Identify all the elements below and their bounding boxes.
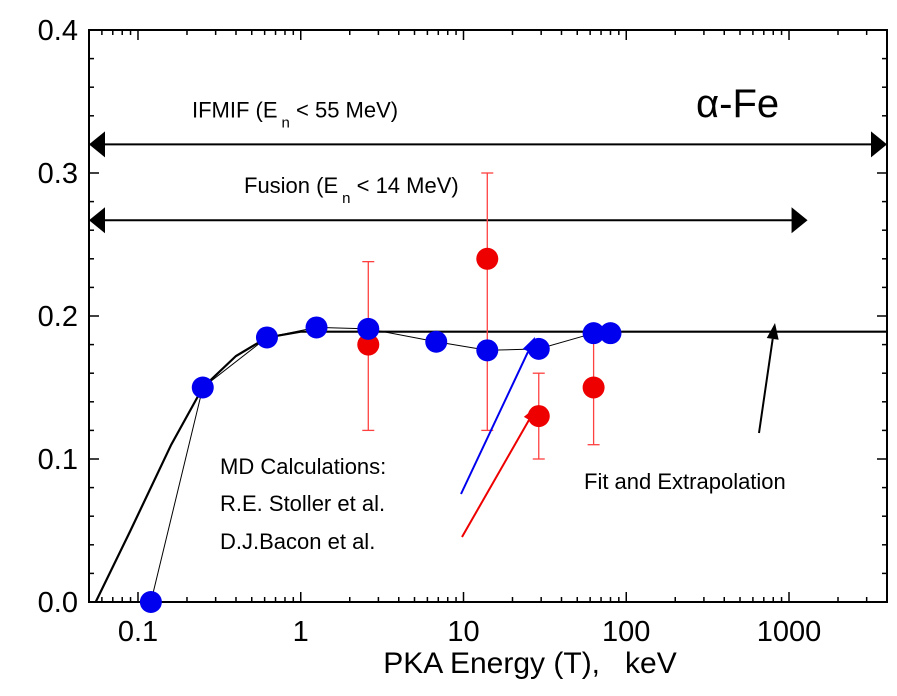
stoller-point <box>139 591 162 613</box>
stoller-label: R.E. Stoller et al. <box>220 491 385 516</box>
stoller-point <box>599 322 622 345</box>
y-tick-label: 0.0 <box>38 587 78 619</box>
material-name: -Fe <box>719 82 779 126</box>
stoller-point <box>476 339 499 362</box>
stoller-point <box>582 322 605 345</box>
md-calculations-label: MD Calculations: <box>220 454 386 479</box>
fit-arrow-head <box>766 323 779 340</box>
range-arrowhead-right <box>791 207 808 234</box>
x-tick-label: 100 <box>602 616 650 648</box>
fit-curve <box>94 330 887 602</box>
fit-arrow <box>758 323 779 434</box>
bacon-arrow-head <box>523 406 537 423</box>
x-tick-label: 10 <box>447 616 479 648</box>
stoller-arrow-head <box>522 337 535 355</box>
bacon-point <box>357 333 380 356</box>
data-points <box>139 247 622 613</box>
error-bars <box>362 172 600 460</box>
range-label: IFMIF (En < 55 MeV) <box>192 97 398 131</box>
stoller-point <box>425 330 448 353</box>
stoller-arrow-shaft <box>460 351 530 495</box>
x-axis-title: PKA Energy (T), keV <box>383 647 676 680</box>
y-tick-label: 0.2 <box>38 301 78 333</box>
energy-ranges: IFMIF (En < 55 MeV)Fusion (En < 14 MeV) <box>89 97 887 234</box>
bacon-arrow <box>461 406 537 538</box>
stoller-point <box>305 316 328 339</box>
bacon-label: D.J.Bacon et al. <box>220 529 375 554</box>
y-tick-label: 0.3 <box>38 158 78 190</box>
annotations: MD Calculations: R.E. Stoller et al. D.J.B… <box>220 323 786 554</box>
range-arrowhead-left <box>89 207 105 234</box>
range-arrow: Fusion (En < 14 MeV) <box>89 173 808 234</box>
axis-tick-labels: 0.1 1 10 100 1000 0.0 0.1 0.2 0.3 0.4 <box>38 15 822 648</box>
bacon-point <box>476 247 499 270</box>
material-greek: α <box>696 82 719 126</box>
range-arrow: IFMIF (En < 55 MeV) <box>89 97 887 158</box>
bacon-point <box>582 376 605 399</box>
y-tick-label: 0.4 <box>38 15 78 47</box>
stoller-point <box>191 376 214 399</box>
fit-arrow-shaft <box>758 338 774 434</box>
fit-label: Fit and Extrapolation <box>584 469 786 494</box>
range-label-main: Fusion (E <box>244 173 338 198</box>
material-label: α-Fe <box>696 82 779 126</box>
curves <box>94 326 887 602</box>
bacon-arrow-shaft <box>461 419 530 538</box>
stoller-connect-line <box>150 326 611 602</box>
stoller-arrow <box>460 337 535 495</box>
range-label-rest: < 55 MeV) <box>290 97 398 122</box>
error-bar <box>481 172 494 432</box>
x-tick-label: 1000 <box>757 616 822 648</box>
range-arrowhead-left <box>89 131 105 158</box>
y-tick-label: 0.1 <box>38 444 78 476</box>
range-label-sub: n <box>282 114 290 131</box>
range-label-rest: < 14 MeV) <box>351 173 459 198</box>
x-tick-label: 0.1 <box>118 616 158 648</box>
range-label-sub: n <box>342 190 350 207</box>
stoller-point <box>357 317 380 340</box>
range-arrowhead-right <box>871 131 887 158</box>
x-tick-label: 1 <box>293 616 309 648</box>
range-label: Fusion (En < 14 MeV) <box>244 173 459 207</box>
stoller-point <box>255 326 278 349</box>
range-label-main: IFMIF (E <box>192 97 278 122</box>
axis-ticks <box>88 29 888 603</box>
